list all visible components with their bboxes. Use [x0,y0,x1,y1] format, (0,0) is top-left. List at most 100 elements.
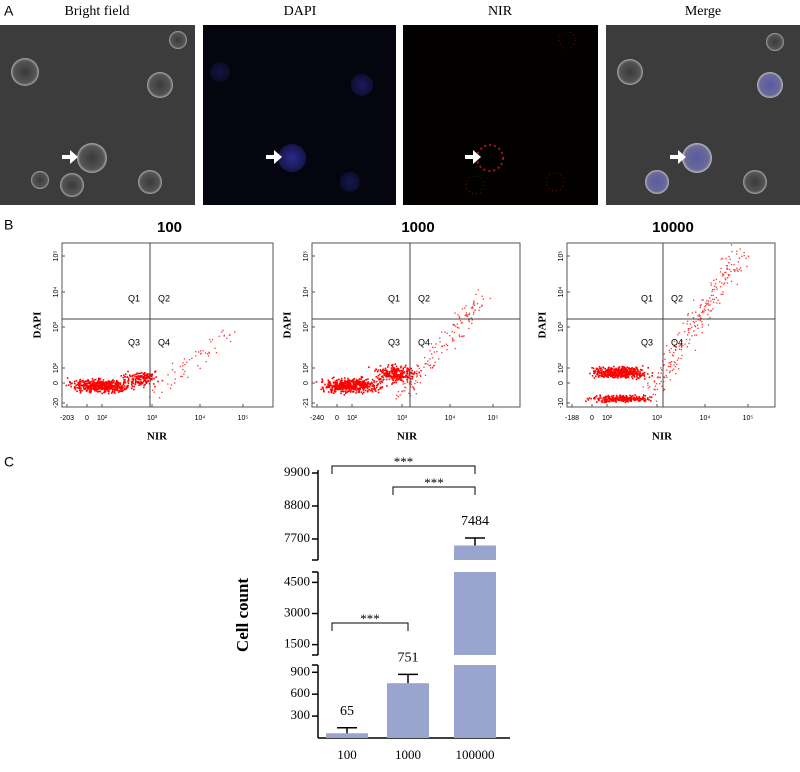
event-dot [330,389,332,391]
event-dot [611,397,613,399]
event-dot [157,380,159,383]
event-dot [375,390,377,392]
event-dot [373,380,375,382]
event-dot [636,369,639,372]
x-tick-label: 10⁵ [238,415,249,422]
event-dot [345,385,347,388]
event-dot [369,389,372,392]
panel-b: B 100 Q1 Q2 Q3 Q4 10⁵ 10⁴ 10³ 10² 0 -20-203 0 10² 10³… [4,217,776,443]
event-dot [614,397,616,400]
event-dot [391,365,394,367]
event-dot [417,365,419,367]
event-dot [397,391,400,393]
event-dot [736,269,738,271]
event-dot [131,385,134,387]
event-dot [612,398,614,400]
event-dot [709,297,711,299]
event-dot [741,255,743,257]
event-dot [631,367,633,369]
event-dot [393,381,396,384]
event-dot [592,367,595,370]
event-dot [139,381,142,384]
event-dot [619,370,622,373]
event-dot [146,373,149,376]
event-dot [148,374,151,376]
event-dot [678,357,680,359]
event-dot [472,313,475,315]
event-dot [598,374,600,377]
event-dot [595,368,598,371]
event-dot [402,390,404,392]
event-dot [615,374,617,377]
event-dot [725,271,727,273]
event-dot [76,390,78,393]
event-dot [647,397,649,399]
x-tick-label: 1000 [395,747,421,762]
event-dot [360,375,363,378]
event-dot [112,379,114,381]
event-dot [353,388,355,391]
event-dot [352,382,355,385]
event-dot [432,366,434,368]
event-dot [395,373,397,376]
event-dot [420,375,422,377]
event-dot [389,375,391,378]
event-dot [121,385,124,387]
plot-title: 1000 [401,219,434,236]
event-dot [639,376,641,378]
event-dot [407,367,409,370]
event-dot [402,369,405,371]
event-dot [383,369,386,372]
event-dot [470,307,473,309]
event-dot [697,327,699,329]
event-dot [656,376,659,378]
event-dot [666,376,668,378]
event-dot [340,381,343,383]
event-dot [451,337,454,339]
event-dot [350,380,353,383]
event-dot [81,379,84,382]
event-dot [378,377,381,380]
event-dot [606,371,609,374]
event-dot [105,388,108,391]
event-dot [603,374,606,377]
event-dot [687,313,689,315]
event-dot [352,387,355,390]
event-dot [327,383,329,385]
event-dot [712,301,715,303]
event-dot [459,317,461,319]
event-dot [699,306,701,309]
event-dot [627,374,630,376]
event-dot [454,347,456,350]
event-dot [347,379,350,381]
event-dot [95,390,98,392]
event-dot [709,316,711,319]
event-dot [706,303,708,305]
x-tick-label: 10³ [147,415,158,422]
event-dot [347,377,349,380]
event-dot [107,392,110,395]
x-tick-label: -203 [60,415,74,422]
event-dot [701,321,703,323]
event-dot [608,373,610,375]
event-dot [400,374,402,377]
event-dot [618,396,620,399]
event-dot [197,365,199,367]
event-dot [143,376,146,378]
event-dot [587,399,590,401]
event-dot [642,396,644,398]
event-dot [647,367,649,369]
event-dot [714,285,716,287]
event-dot [402,367,405,370]
event-dot [473,302,475,304]
significance-label: *** [424,475,444,490]
event-dot [107,386,110,389]
event-dot [636,377,639,379]
event-dot [381,381,384,383]
event-dot [135,380,138,383]
event-dot [658,376,661,378]
event-dot [615,401,617,403]
event-dot [684,343,686,345]
event-dot [107,384,110,387]
event-dot [629,396,632,399]
